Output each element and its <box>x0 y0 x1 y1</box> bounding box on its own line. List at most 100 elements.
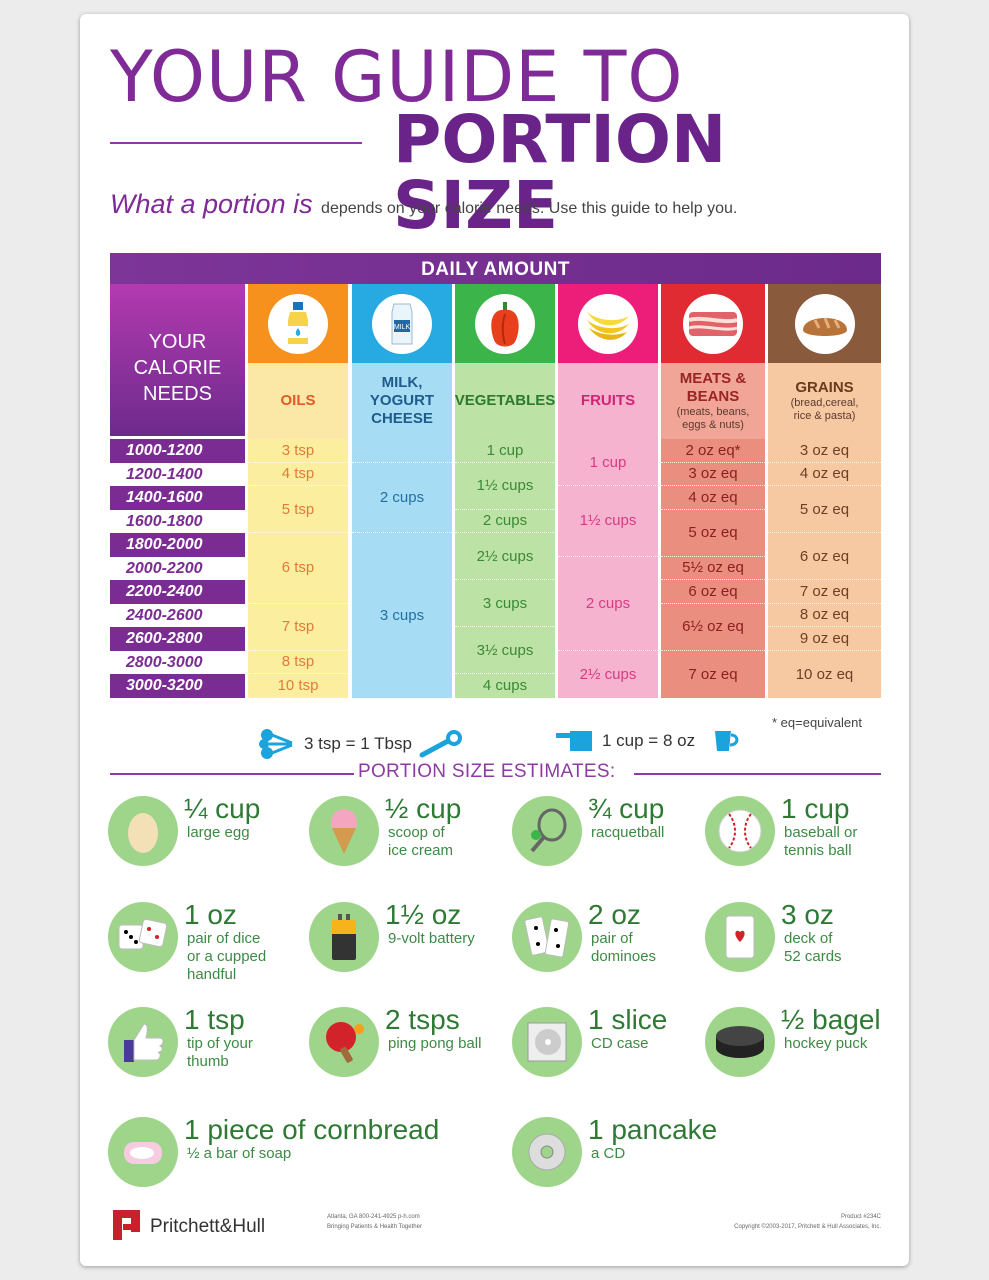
portion-cell: 3 cups <box>379 606 425 624</box>
portion-estimate: 1 piece of cornbread ½ a bar of soap <box>108 1114 439 1187</box>
estimate-amount: 1 tsp <box>184 1004 245 1035</box>
portion-cell: 2 oz eq* <box>661 439 765 463</box>
portion-cell: 4 oz eq <box>768 463 881 486</box>
bacon-icon <box>683 293 743 354</box>
portion-cell: 2 cups <box>558 557 658 651</box>
food-column-header: GRAINS (bread,cereal, rice & pasta) <box>768 363 881 439</box>
food-group-name: OILS <box>280 392 316 409</box>
spoon-conversion-text: 3 tsp = 1 Tbsp <box>304 734 412 753</box>
estimate-amount: 1 oz <box>184 899 237 930</box>
portion-cell: 3 cups <box>455 580 555 627</box>
estimate-description: CD case <box>591 1035 649 1052</box>
spoon-conversion: 3 tsp = 1 Tbsp <box>258 727 464 761</box>
portion-cell: 5 oz eq <box>661 510 765 557</box>
cup-conversion-text: 1 cup = 8 oz <box>602 731 696 750</box>
title-divider <box>110 142 362 144</box>
equivalent-note: * eq=equivalent <box>772 715 862 730</box>
estimate-amount: 1 slice <box>588 1004 668 1035</box>
estimate-amount: 2 tsps <box>385 1004 460 1035</box>
portion-cell: 3 tsp <box>248 439 348 463</box>
portion-estimate: 1 cup baseball or tennis ball <box>705 793 857 866</box>
food-column: VEGETABLES 1 cup 1½ cups 2 cups 2½ cups 3 cup… <box>455 284 555 709</box>
portion-estimate: 1 slice CD case <box>512 1004 668 1077</box>
subtitle-rest: depends on your calorie needs. Use this … <box>321 200 738 217</box>
estimate-description: a CD <box>591 1145 626 1162</box>
food-group-name: MEATS & BEANS <box>679 370 747 405</box>
portion-cell: 4 tsp <box>248 463 348 486</box>
calorie-range: 1800-2000 <box>110 533 245 557</box>
estimate-amount: 1 cup <box>781 793 850 824</box>
subtitle-lead: What a portion is <box>110 189 313 219</box>
playing-cards-icon <box>705 902 775 972</box>
portion-estimate: 1 tsp tip of your thumb <box>108 1004 253 1077</box>
poster: YOUR GUIDE TO PORTION SIZE What a portio… <box>80 14 909 1266</box>
portion-cell: 5½ oz eq <box>661 557 765 580</box>
portion-estimate: 1 pancake a CD <box>512 1114 717 1187</box>
food-group-name: MILK, YOGURT CHEESE <box>369 374 435 427</box>
portion-cell: 10 oz eq <box>795 665 854 683</box>
hockey-puck-icon <box>705 1007 775 1077</box>
calorie-range: 1200-1400 <box>110 462 245 486</box>
calorie-range: 3000-3200 <box>110 674 245 698</box>
portion-cell: 9 oz eq <box>768 627 881 651</box>
bananas-icon <box>578 293 638 354</box>
estimate-description: scoop of ice cream <box>388 824 454 859</box>
measuring-spoons-icon <box>259 729 293 759</box>
estimate-description: large egg <box>187 824 250 841</box>
estimate-amount: 1½ oz <box>385 899 462 930</box>
oil-bottle-icon <box>268 293 328 354</box>
portion-cell: 3 oz eq <box>768 439 881 463</box>
estimates-rule-right <box>634 773 881 775</box>
estimate-description: 9-volt battery <box>388 930 475 947</box>
brand-name: Pritchett&Hull <box>150 1216 266 1237</box>
portion-cell: 10 tsp <box>277 677 319 695</box>
brand-address: Atlanta, GA 800-241-4925 p-h.com Bringin… <box>327 1212 422 1232</box>
estimate-description: pair of dice or a cupped handful <box>187 930 267 983</box>
estimate-description: pair of dominoes <box>591 930 657 965</box>
calorie-range: 2800-3000 <box>110 650 245 674</box>
cd-icon <box>512 1117 582 1187</box>
food-column-header: VEGETABLES <box>455 363 555 439</box>
estimate-amount: ½ cup <box>385 793 462 824</box>
food-group-name: FRUITS <box>580 392 636 409</box>
calorie-range: 2000-2200 <box>110 556 245 580</box>
portion-estimate: 1½ oz 9-volt battery <box>309 899 475 972</box>
estimate-description: ½ a bar of soap <box>187 1145 292 1162</box>
pritchett-hull-logo <box>113 1210 140 1240</box>
portion-cell: 7 tsp <box>248 604 348 651</box>
portion-cell: 1 cup <box>455 439 555 463</box>
product-number: Product #234C <box>840 1214 881 1220</box>
food-column: MILK MILK, YOGURT CHEESE 2 cups 3 cups <box>352 284 452 709</box>
portion-cell: 2½ cups <box>455 533 555 580</box>
estimate-description: ping pong ball <box>388 1035 482 1052</box>
portion-estimate: ½ bagel hockey puck <box>705 1004 881 1077</box>
portion-cell: 3 oz eq <box>661 463 765 486</box>
portion-cell: 4 cups <box>482 677 528 695</box>
calorie-ranges: 1000-1200 1200-1400 1400-1600 1600-1800 1800… <box>110 439 245 698</box>
portion-cell: 6 oz eq <box>661 580 765 604</box>
footer: Pritchett&Hull Atlanta, GA 800-241-4925 … <box>110 1206 881 1246</box>
portion-cell: 8 tsp <box>248 651 348 674</box>
calorie-range: 1000-1200 <box>110 439 245 463</box>
portion-cell: 1½ cups <box>455 463 555 510</box>
daily-amount-banner: DAILY AMOUNT <box>110 253 881 284</box>
estimate-amount: ½ bagel <box>781 1004 881 1035</box>
portion-estimate: 1 oz pair of dice or a cupped handful <box>108 899 267 984</box>
food-group-name: GRAINS <box>795 379 854 396</box>
dominoes-icon <box>512 902 582 972</box>
daily-amount-table: DAILY AMOUNT YOUR CALORIE NEEDS 1000-120… <box>110 253 881 709</box>
food-column: MEATS & BEANS (meats, beans, eggs & nuts)… <box>661 284 765 709</box>
estimate-description: racquetball <box>591 824 665 841</box>
egg-icon <box>108 796 178 866</box>
bread-loaf-icon <box>794 293 855 354</box>
portion-cell: 2 cups <box>455 510 555 533</box>
calorie-range: 2400-2600 <box>110 603 245 627</box>
subtitle: What a portion is depends on your calori… <box>110 189 737 220</box>
title-line-2: PORTION SIZE <box>393 101 727 244</box>
portion-cell: 6 oz eq <box>768 533 881 580</box>
estimate-description: hockey puck <box>784 1035 868 1052</box>
portion-estimate: ¼ cup large egg <box>108 793 260 866</box>
cup-icon <box>715 731 739 751</box>
portion-estimate: 3 oz deck of 52 cards <box>705 899 842 972</box>
calorie-range: 2200-2400 <box>110 580 245 604</box>
